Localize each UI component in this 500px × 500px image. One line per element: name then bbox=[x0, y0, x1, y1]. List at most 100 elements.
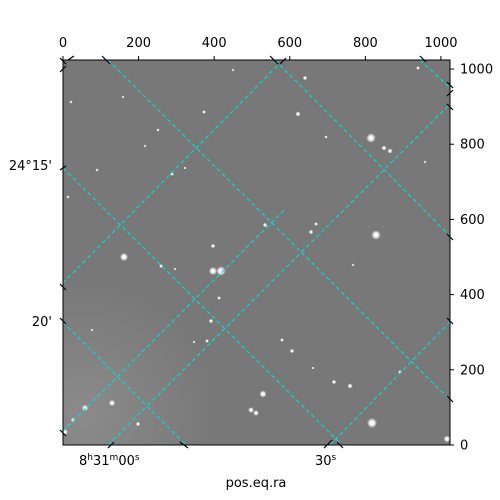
world-tick-mark bbox=[179, 441, 189, 449]
star bbox=[308, 229, 314, 235]
y-tick-label: 1000 bbox=[460, 63, 493, 78]
star bbox=[208, 318, 214, 324]
x-tick-label: 200 bbox=[126, 36, 151, 51]
star bbox=[183, 166, 187, 170]
pixel-axis-ticks bbox=[62, 56, 454, 446]
grid-line bbox=[274, 60, 450, 237]
star bbox=[66, 195, 70, 199]
star bbox=[135, 421, 141, 427]
world-tick-mark bbox=[59, 283, 67, 291]
star bbox=[314, 222, 318, 226]
star bbox=[121, 95, 125, 99]
grid-line bbox=[107, 103, 450, 445]
grid-line bbox=[63, 321, 187, 445]
x-tick-label: 1000 bbox=[424, 36, 457, 51]
world-tick-mark bbox=[446, 81, 454, 89]
grid-line bbox=[107, 60, 450, 401]
star bbox=[295, 111, 301, 117]
world-tick-mark bbox=[446, 89, 454, 97]
star bbox=[366, 133, 376, 143]
star bbox=[443, 435, 450, 443]
world-axis-ticks bbox=[59, 55, 454, 449]
x-tick-label: 600 bbox=[277, 36, 302, 51]
world-tick-mark bbox=[336, 441, 344, 449]
star bbox=[95, 168, 99, 172]
star bbox=[262, 222, 268, 228]
dec-tick-label: 24°15' bbox=[9, 159, 52, 174]
star bbox=[381, 145, 387, 151]
x-tick-label: 400 bbox=[202, 36, 227, 51]
star bbox=[289, 348, 295, 354]
world-tick-mark bbox=[67, 55, 75, 61]
star bbox=[143, 144, 147, 148]
star bbox=[69, 100, 73, 104]
star bbox=[202, 110, 206, 114]
world-tick-mark bbox=[59, 65, 67, 73]
star bbox=[324, 135, 328, 139]
star bbox=[416, 66, 420, 70]
star bbox=[205, 339, 209, 343]
grid-line bbox=[63, 63, 280, 284]
star bbox=[159, 264, 163, 268]
star bbox=[331, 379, 337, 385]
sky-image bbox=[63, 60, 450, 445]
coordinate-grid bbox=[63, 60, 450, 445]
x-axis-label: pos.eq.ra bbox=[226, 476, 287, 491]
world-tick-mark bbox=[419, 55, 427, 63]
star bbox=[347, 383, 353, 389]
grid-line bbox=[329, 321, 450, 445]
dec-tick-label: 20' bbox=[32, 315, 52, 330]
y-tick-label: 0 bbox=[460, 439, 468, 454]
image-frame bbox=[62, 59, 451, 446]
star-field bbox=[63, 66, 450, 443]
star bbox=[173, 267, 177, 271]
star bbox=[208, 266, 218, 276]
star bbox=[253, 410, 259, 416]
grid-line bbox=[63, 167, 343, 445]
star bbox=[210, 243, 216, 249]
y-tick-label: 800 bbox=[460, 138, 485, 153]
star bbox=[216, 266, 226, 276]
star bbox=[311, 366, 315, 370]
x-tick-label: 0 bbox=[59, 36, 67, 51]
star bbox=[423, 160, 427, 164]
grid-line bbox=[63, 209, 285, 432]
star bbox=[156, 128, 160, 132]
top-x-tick-labels: 0 200 400 600 800 1000 bbox=[59, 36, 458, 51]
world-tick-mark bbox=[446, 395, 454, 403]
y-tick-label: 600 bbox=[460, 213, 485, 228]
world-tick-mark bbox=[101, 55, 111, 65]
star bbox=[108, 399, 116, 407]
star bbox=[351, 263, 355, 267]
star bbox=[81, 404, 89, 412]
star bbox=[248, 407, 254, 413]
ra-tick-label: 8h31m00s bbox=[79, 453, 140, 469]
world-tick-mark bbox=[323, 439, 333, 449]
y-tick-label: 200 bbox=[460, 363, 485, 378]
world-tick-mark bbox=[59, 317, 67, 325]
star bbox=[192, 340, 196, 344]
x-tick-label: 800 bbox=[353, 36, 378, 51]
sky-gradient bbox=[63, 60, 450, 445]
star bbox=[217, 296, 221, 300]
ra-tick-label: 30s bbox=[315, 453, 337, 469]
world-tick-mark bbox=[446, 233, 454, 241]
star bbox=[302, 75, 308, 81]
world-tick-mark bbox=[446, 317, 454, 325]
star bbox=[259, 390, 267, 398]
world-tick-mark bbox=[279, 57, 287, 65]
star bbox=[90, 328, 94, 332]
world-tick-mark bbox=[107, 441, 115, 449]
world-tick-mark bbox=[59, 429, 67, 437]
world-tick-mark bbox=[446, 103, 454, 111]
star bbox=[280, 338, 284, 342]
y-tick-label: 400 bbox=[460, 288, 485, 303]
right-y-tick-labels: 0 200 400 600 800 1000 bbox=[460, 63, 493, 454]
world-tick-mark bbox=[59, 57, 67, 65]
world-tick-mark bbox=[269, 55, 279, 65]
star bbox=[371, 230, 381, 240]
star bbox=[119, 252, 129, 262]
star bbox=[366, 417, 378, 429]
star bbox=[70, 417, 76, 423]
